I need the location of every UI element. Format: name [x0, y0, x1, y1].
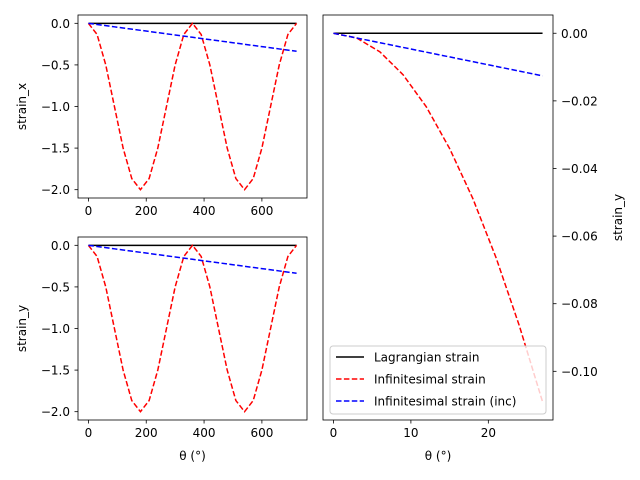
y-tick-label: 0.00 — [561, 27, 588, 41]
panel-right: 0 10 20 0.00 −0.02 −0.04 −0.06 −0.08 −0.10 strain… — [322, 14, 625, 463]
y-tick-label: −0.08 — [561, 297, 598, 311]
y-tick-label: −0.04 — [561, 162, 598, 176]
legend-label: Lagrangian strain — [374, 351, 479, 365]
x-tick-label: 0 — [85, 426, 93, 440]
y-tick-label: −0.5 — [41, 280, 70, 294]
series-line-infinitesimal-strain-inc — [88, 22, 297, 53]
legend-box — [329, 345, 547, 415]
series-line-infinitesimal-strain-inc — [88, 244, 297, 275]
y-tick-label: 0.0 — [51, 17, 70, 31]
series-line-infinitesimal-strain-inc — [333, 32, 543, 77]
x-tick-label: 600 — [250, 426, 273, 440]
series-line-infinitesimal-strain — [87, 22, 298, 191]
y-tick-label: −0.5 — [41, 58, 70, 72]
x-tick-label: 0 — [330, 426, 338, 440]
legend: Lagrangian strain Infinitesimal strain Inf… — [329, 345, 547, 415]
panel-top-left: 0 200 400 600 0.0 −0.5 −1.0 −1.5 −2.0 strain_x — [15, 14, 308, 218]
x-tick-label: 400 — [193, 204, 216, 218]
y-tick-label: −0.06 — [561, 230, 598, 244]
x-axis-label: θ (°) — [425, 449, 452, 463]
x-tick-label: 20 — [481, 426, 496, 440]
y-tick-label: −1.5 — [41, 142, 70, 156]
series-line-infinitesimal-strain — [333, 32, 544, 402]
x-tick-label: 200 — [135, 426, 158, 440]
panel-bottom-left: 0 200 400 600 0.0 −0.5 −1.0 −1.5 −2.0 strain_y θ (… — [15, 236, 308, 463]
series-line-infinitesimal-strain — [87, 244, 298, 413]
x-tick-label: 200 — [135, 204, 158, 218]
x-tick-label: 0 — [85, 204, 93, 218]
y-tick-label: −1.0 — [41, 100, 70, 114]
y-tick-label: 0.0 — [51, 239, 70, 253]
axes-frame — [77, 14, 308, 199]
x-axis-label: θ (°) — [179, 449, 206, 463]
legend-label: Infinitesimal strain — [374, 373, 486, 387]
y-axis-label: strain_y — [15, 305, 29, 352]
x-tick-label: 400 — [193, 426, 216, 440]
axes-frame — [77, 236, 308, 421]
y-tick-label: −1.0 — [41, 322, 70, 336]
x-tick-label: 600 — [250, 204, 273, 218]
y-tick-label: −1.5 — [41, 364, 70, 378]
axes-frame — [322, 14, 554, 421]
y-tick-label: −0.10 — [561, 365, 598, 379]
y-tick-label: −2.0 — [41, 405, 70, 419]
y-axis-label: strain_x — [15, 83, 29, 130]
x-tick-label: 10 — [403, 426, 418, 440]
legend-label: Infinitesimal strain (inc) — [374, 395, 516, 409]
y-tick-label: −0.02 — [561, 94, 598, 108]
y-axis-label: strain_y — [611, 194, 625, 241]
y-tick-label: −2.0 — [41, 183, 70, 197]
